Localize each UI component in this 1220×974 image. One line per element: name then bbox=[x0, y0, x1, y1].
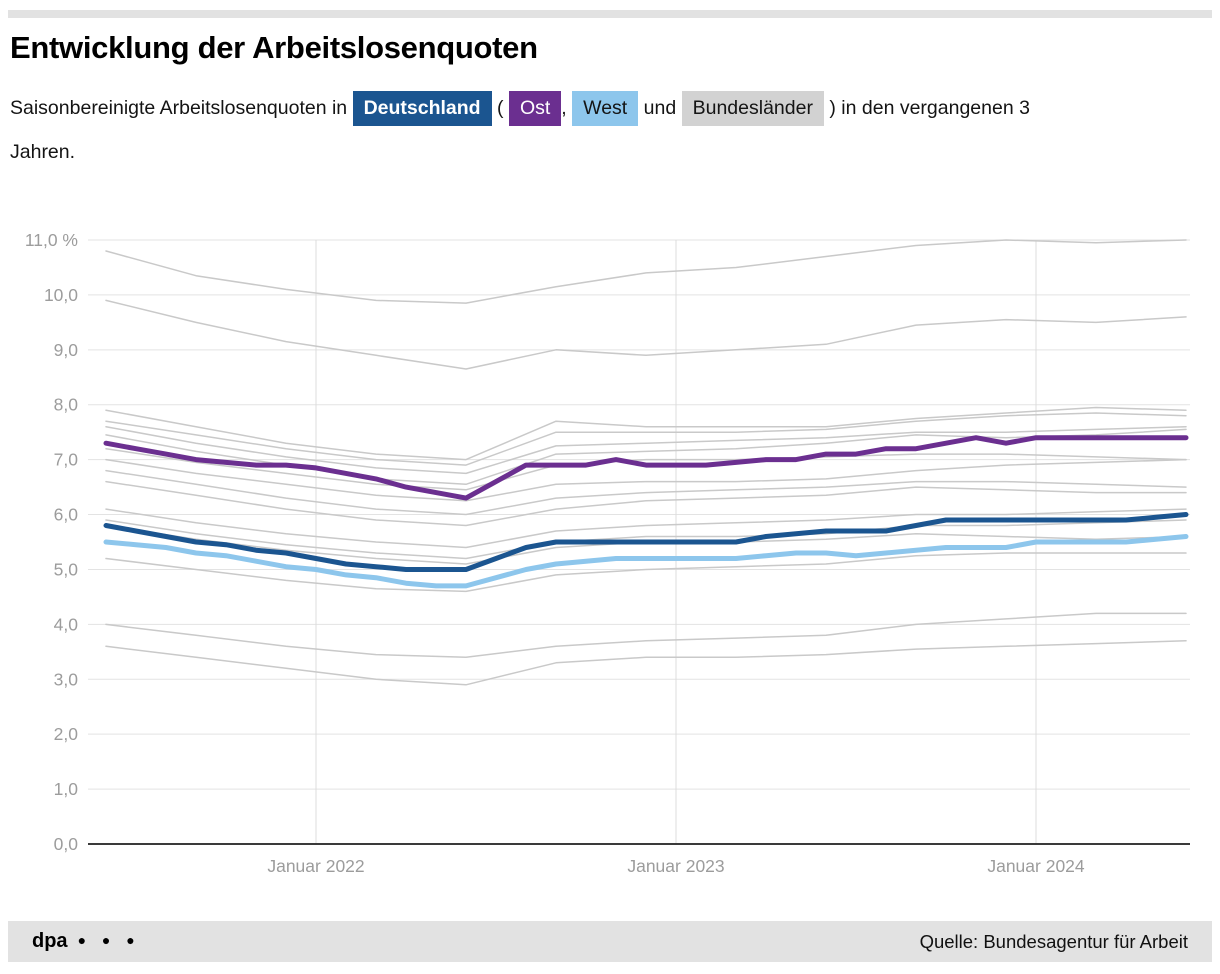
dpa-logo-text: dpa bbox=[32, 930, 68, 952]
dpa-logo: dpa ● ● ● bbox=[32, 930, 141, 953]
legend-chip-ost[interactable]: Ost bbox=[508, 91, 562, 126]
y-tick-label: 10,0 bbox=[44, 285, 78, 305]
source-text: Quelle: Bundesagentur für Arbeit bbox=[919, 930, 1188, 952]
line-ost bbox=[103, 435, 1189, 501]
line-bundesland bbox=[105, 447, 1187, 491]
y-tick-label: 2,0 bbox=[54, 724, 79, 744]
line-bundesland bbox=[105, 469, 1187, 516]
subtitle-paren-open: ( bbox=[497, 97, 504, 119]
line-bundesland bbox=[105, 480, 1187, 527]
line-bundesland bbox=[105, 299, 1187, 370]
x-tick-label: Januar 2023 bbox=[627, 856, 724, 876]
legend-chip-bundeslaender[interactable]: Bundesländer bbox=[681, 91, 824, 126]
y-tick-label: 4,0 bbox=[54, 614, 79, 634]
footer-bar: dpa ● ● ● Quelle: Bundesagentur für Arbei… bbox=[8, 921, 1212, 962]
y-tick-label: 0,0 bbox=[54, 834, 79, 854]
line-bundesland bbox=[105, 412, 1187, 466]
legend-chip-west[interactable]: West bbox=[572, 91, 639, 126]
subtitle: Saisonbereinigte Arbeitslosenquoten in D… bbox=[10, 86, 1205, 174]
top-divider bbox=[8, 10, 1212, 18]
page-title: Entwicklung der Arbeitslosenquoten bbox=[10, 30, 538, 65]
y-tick-label: 1,0 bbox=[54, 779, 79, 799]
line-bundesland bbox=[105, 640, 1187, 686]
line-bundesland bbox=[105, 406, 1187, 461]
line-bundesland bbox=[105, 519, 1187, 560]
line-bundesland bbox=[105, 458, 1187, 502]
y-tick-label: 6,0 bbox=[54, 505, 79, 525]
x-tick-label: Januar 2022 bbox=[267, 856, 364, 876]
x-tick-label: Januar 2024 bbox=[987, 856, 1085, 876]
subtitle-prefix: Saisonbereinigte Arbeitslosenquoten in bbox=[10, 97, 348, 119]
line-bundesland bbox=[105, 239, 1187, 304]
line-bundesland bbox=[105, 552, 1187, 593]
line-deutschland bbox=[103, 512, 1189, 572]
dpa-logo-dots: ● ● ● bbox=[77, 932, 141, 948]
line-bundesland bbox=[105, 508, 1187, 549]
y-tick-label: 3,0 bbox=[54, 669, 79, 689]
legend-chip-deutschland[interactable]: Deutschland bbox=[352, 91, 492, 126]
y-tick-label: 5,0 bbox=[54, 559, 79, 579]
line-bundesland bbox=[105, 425, 1187, 475]
subtitle-suffix-2: Jahren. bbox=[10, 141, 76, 163]
y-tick-label: 8,0 bbox=[54, 395, 79, 415]
subtitle-und: und bbox=[643, 97, 677, 119]
y-tick-label: 9,0 bbox=[54, 340, 79, 360]
line-bundesland bbox=[105, 612, 1187, 659]
line-west bbox=[103, 534, 1189, 589]
subtitle-comma: , bbox=[561, 97, 567, 119]
y-tick-label: 11,0 % bbox=[25, 230, 78, 250]
subtitle-suffix: ) in den vergangenen 3 bbox=[829, 97, 1030, 119]
y-tick-label: 7,0 bbox=[54, 450, 79, 470]
